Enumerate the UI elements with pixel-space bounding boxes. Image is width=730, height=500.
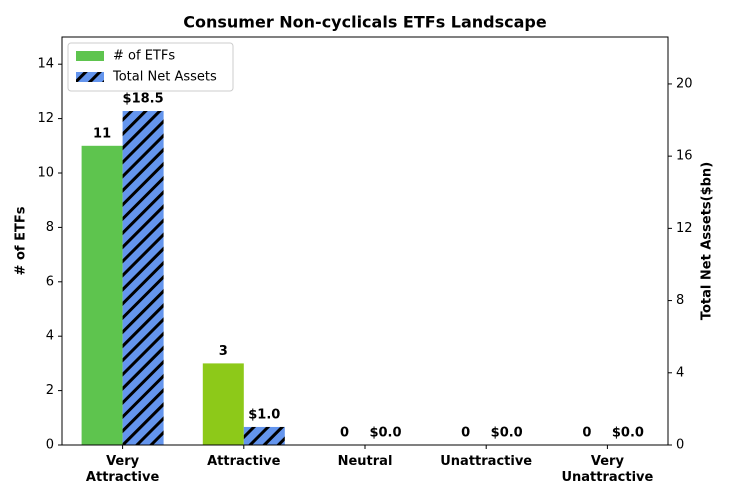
data-label: 0 [340, 426, 349, 441]
y-tick-label: 2 [46, 383, 54, 398]
y-axis-label: # of ETFs [14, 206, 29, 275]
data-label: $18.5 [123, 92, 164, 107]
y2-axis-label: Total Net Assets($bn) [700, 162, 715, 320]
x-tick-label: Unattractive [440, 454, 533, 469]
y-tick-label: 4 [46, 329, 54, 344]
y2-tick-label: 4 [676, 365, 684, 380]
data-label: 11 [93, 126, 111, 141]
y2-tick-label: 12 [676, 221, 693, 236]
x-tick-label: Very Unattractive [561, 454, 654, 485]
y-tick-label: 0 [46, 438, 54, 453]
data-label: $0.0 [612, 426, 644, 441]
y2-tick-label: 20 [676, 76, 693, 91]
y-tick-label: 6 [46, 274, 54, 289]
data-label: 0 [582, 426, 591, 441]
legend-swatch [76, 72, 104, 82]
x-tick-label: Very Attractive [85, 454, 160, 485]
chart-title: Consumer Non-cyclicals ETFs Landscape [183, 13, 547, 32]
data-label: $1.0 [248, 407, 280, 422]
x-tick-label: Neutral [337, 454, 393, 469]
y-tick-label: 8 [46, 220, 54, 235]
data-label: $0.0 [491, 426, 523, 441]
data-label: 3 [219, 344, 228, 359]
x-tick-label: Attractive [207, 454, 281, 469]
y2-tick-label: 16 [676, 149, 693, 164]
bar [81, 145, 123, 446]
legend-swatch [76, 51, 104, 61]
bar [202, 363, 244, 445]
bar [243, 426, 285, 445]
y2-tick-label: 0 [676, 438, 684, 453]
legend-label: # of ETFs [113, 49, 175, 64]
y-tick-label: 10 [37, 166, 54, 181]
y-tick-label: 12 [37, 111, 54, 126]
legend-box [67, 42, 234, 92]
y-tick-label: 14 [37, 57, 54, 72]
y2-tick-label: 8 [676, 293, 684, 308]
data-label: $0.0 [369, 426, 401, 441]
data-label: 0 [461, 426, 470, 441]
bar [122, 111, 164, 445]
legend-label: Total Net Assets [112, 70, 217, 85]
